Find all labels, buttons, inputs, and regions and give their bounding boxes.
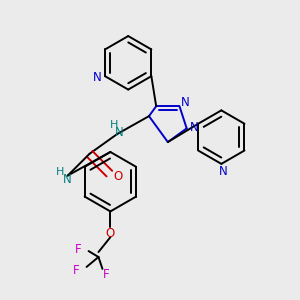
Text: O: O bbox=[114, 170, 123, 183]
Text: F: F bbox=[75, 243, 82, 256]
Text: H: H bbox=[110, 120, 118, 130]
Text: H: H bbox=[56, 167, 64, 177]
Text: N: N bbox=[115, 127, 124, 140]
Text: N: N bbox=[93, 71, 101, 84]
Text: N: N bbox=[190, 121, 199, 134]
Text: F: F bbox=[103, 268, 110, 281]
Text: F: F bbox=[74, 264, 80, 278]
Text: N: N bbox=[181, 96, 190, 109]
Text: N: N bbox=[219, 165, 228, 178]
Text: N: N bbox=[62, 173, 71, 186]
Text: O: O bbox=[106, 227, 115, 240]
